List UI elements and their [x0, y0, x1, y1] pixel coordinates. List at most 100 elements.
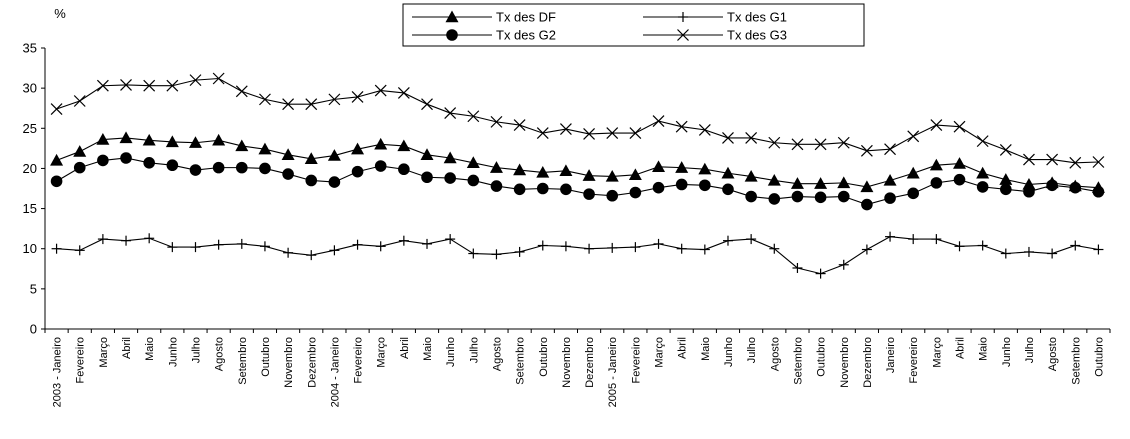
data-point-tx-des-g3 — [513, 119, 526, 131]
data-point-tx-des-g2 — [166, 159, 179, 172]
y-tick-label: 5 — [30, 281, 37, 296]
data-point-tx-des-g2 — [398, 163, 410, 176]
data-point-tx-des-g3 — [745, 131, 758, 144]
data-point-tx-des-g1 — [167, 242, 178, 253]
data-point-tx-des-df — [721, 166, 735, 179]
x-category-label: Dezembro — [584, 337, 596, 388]
data-point-tx-des-g2 — [953, 173, 966, 186]
data-point-tx-des-df — [906, 166, 920, 179]
data-point-tx-des-g1 — [630, 242, 641, 253]
data-point-tx-des-df — [860, 180, 874, 193]
x-category-label: Abril — [121, 337, 133, 359]
x-category-label: Outubro — [538, 337, 550, 377]
data-point-tx-des-g2 — [629, 186, 642, 199]
data-point-tx-des-g2 — [212, 161, 225, 174]
data-point-tx-des-g1 — [306, 250, 317, 261]
data-point-tx-des-g2 — [745, 190, 757, 203]
x-category-label: Novembro — [561, 337, 573, 388]
data-point-tx-des-g1 — [838, 259, 849, 270]
data-point-tx-des-g1 — [352, 239, 363, 250]
x-category-label: Setembro — [792, 337, 804, 385]
x-category-label: Novembro — [283, 337, 295, 388]
series-tx-des-g2 — [50, 152, 1105, 211]
data-point-tx-des-df — [929, 158, 943, 171]
data-point-tx-des-df — [188, 136, 202, 148]
data-point-tx-des-g3 — [976, 135, 989, 148]
data-point-tx-des-g1 — [607, 242, 618, 253]
y-tick-label: 20 — [23, 161, 37, 176]
x-category-label: Dezembro — [306, 337, 318, 388]
data-point-tx-des-g1 — [653, 238, 664, 249]
data-point-tx-des-g2 — [120, 152, 132, 164]
data-point-tx-des-df — [281, 148, 295, 160]
x-category-label: Março — [654, 337, 666, 368]
y-tick-label: 25 — [23, 121, 37, 136]
data-point-tx-des-g3 — [814, 138, 827, 151]
x-category-label: Janeiro — [885, 337, 897, 373]
data-point-tx-des-g2 — [305, 174, 318, 187]
data-point-tx-des-df — [582, 169, 596, 181]
x-category-label: Agosto — [1047, 337, 1059, 371]
data-point-tx-des-df — [652, 160, 666, 173]
data-point-tx-des-df — [304, 152, 318, 164]
data-point-tx-des-g2 — [583, 188, 595, 200]
data-point-tx-des-df — [96, 133, 110, 145]
data-point-tx-des-df — [767, 173, 781, 186]
data-point-tx-des-g1 — [537, 240, 548, 251]
data-point-tx-des-g1 — [422, 238, 433, 249]
data-point-tx-des-g1 — [283, 247, 294, 258]
data-point-tx-des-g1 — [815, 268, 826, 279]
data-point-tx-des-g3 — [50, 103, 63, 115]
legend-marker — [445, 10, 459, 23]
data-point-tx-des-df — [466, 156, 480, 169]
data-point-tx-des-g1 — [329, 245, 340, 256]
data-point-tx-des-g3 — [1046, 153, 1059, 166]
data-point-tx-des-g1 — [931, 234, 942, 245]
data-point-tx-des-g1 — [144, 233, 155, 244]
data-point-tx-des-df — [953, 157, 967, 169]
data-point-tx-des-g3 — [96, 79, 109, 92]
legend-marker — [678, 12, 688, 22]
x-category-label: Setembro — [237, 337, 249, 385]
data-point-tx-des-g3 — [189, 74, 202, 87]
data-point-tx-des-df — [1022, 177, 1036, 190]
data-point-tx-des-g1 — [699, 244, 710, 255]
data-point-tx-des-g2 — [907, 187, 920, 200]
data-point-tx-des-df — [142, 133, 156, 146]
x-category-label: Março — [98, 337, 110, 368]
data-point-tx-des-g1 — [861, 244, 872, 255]
x-category-label: Outubro — [260, 337, 272, 377]
data-point-tx-des-g2 — [884, 192, 896, 204]
data-point-tx-des-g2 — [699, 179, 711, 192]
data-point-tx-des-g1 — [445, 234, 456, 245]
y-tick-label: 30 — [23, 81, 37, 96]
data-point-tx-des-df — [999, 173, 1013, 185]
x-category-label: Setembro — [515, 337, 527, 385]
data-point-tx-des-df — [258, 142, 272, 155]
data-point-tx-des-g3 — [374, 84, 387, 97]
y-ticks: 0 5 10 15 20 25 30 35 — [23, 41, 45, 337]
data-point-tx-des-df — [976, 166, 990, 179]
data-point-tx-des-df — [536, 165, 550, 178]
x-category-label: Fevereiro — [353, 337, 365, 383]
data-point-tx-des-df — [559, 164, 573, 177]
data-point-tx-des-g2 — [837, 190, 850, 203]
data-point-tx-des-df — [374, 137, 388, 150]
data-point-tx-des-df — [420, 148, 434, 160]
data-point-tx-des-df — [675, 161, 689, 173]
data-point-tx-des-g2 — [490, 180, 503, 192]
data-point-tx-des-df — [165, 135, 179, 148]
x-category-label: Fevereiro — [908, 337, 920, 383]
data-point-tx-des-g1 — [722, 235, 733, 246]
data-point-tx-des-df — [744, 169, 758, 182]
x-category-label: Outubro — [1093, 337, 1105, 377]
data-point-tx-des-g2 — [73, 161, 86, 174]
data-point-tx-des-g2 — [235, 161, 248, 174]
data-point-tx-des-g2 — [1092, 185, 1105, 198]
data-point-tx-des-df — [790, 177, 804, 189]
legend-item-tx-des-g2: Tx des G2 — [412, 28, 556, 43]
data-point-tx-des-g2 — [606, 189, 619, 202]
data-point-tx-des-g1 — [1093, 244, 1104, 255]
data-point-tx-des-g1 — [746, 234, 757, 245]
data-point-tx-des-g2 — [97, 154, 109, 167]
